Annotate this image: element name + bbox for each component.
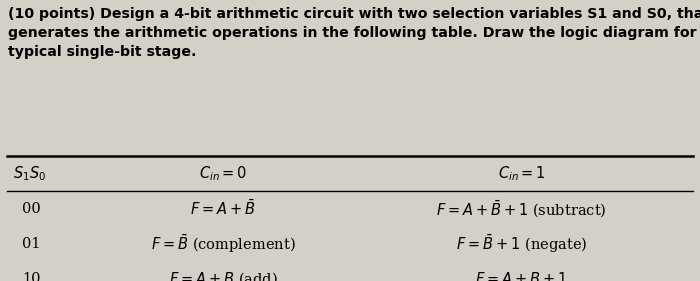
Text: $F = A + B$ (add): $F = A + B$ (add) [169, 270, 277, 281]
Text: $C_{in} = 1$: $C_{in} = 1$ [498, 164, 545, 183]
Text: 10: 10 [22, 272, 41, 281]
Text: $S_1S_0$: $S_1S_0$ [13, 164, 46, 183]
Text: $F = A + B + 1$: $F = A + B + 1$ [475, 271, 568, 281]
Text: 01: 01 [22, 237, 41, 251]
Text: $C_{in} = 0$: $C_{in} = 0$ [199, 164, 247, 183]
Text: $F = A + \bar{B} + 1$ (subtract): $F = A + \bar{B} + 1$ (subtract) [436, 198, 607, 219]
Text: $F = \bar{B}$ (complement): $F = \bar{B}$ (complement) [150, 233, 295, 255]
Text: $F = \bar{B} + 1$ (negate): $F = \bar{B} + 1$ (negate) [456, 233, 587, 255]
Text: $F = A + \bar{B}$: $F = A + \bar{B}$ [190, 199, 256, 218]
Text: (10 points) Design a 4-bit arithmetic circuit with two selection variables S1 an: (10 points) Design a 4-bit arithmetic ci… [8, 7, 700, 59]
Text: 00: 00 [22, 202, 41, 216]
